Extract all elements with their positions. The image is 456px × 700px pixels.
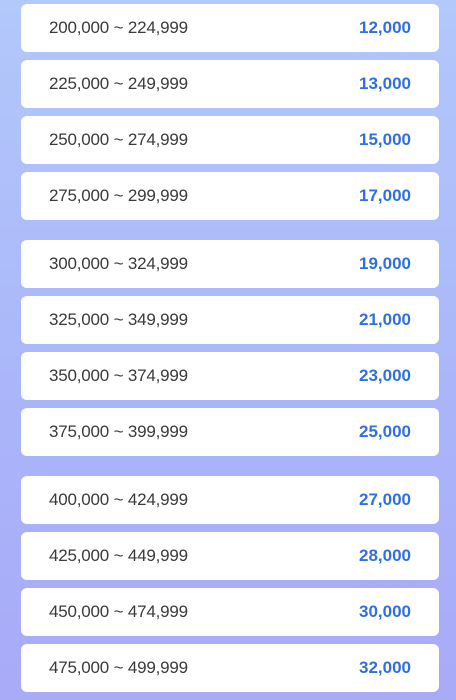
rate-row: 425,000 ~ 449,999 28,000 (21, 532, 439, 580)
amount-value: 15,000 (359, 130, 411, 149)
rate-row: 250,000 ~ 274,999 15,000 (21, 116, 439, 164)
rate-row: 325,000 ~ 349,999 21,000 (21, 296, 439, 344)
rate-row: 300,000 ~ 324,999 19,000 (21, 240, 439, 288)
amount-value: 17,000 (359, 186, 411, 205)
amount-value: 32,000 (359, 658, 411, 677)
rate-row: 375,000 ~ 399,999 25,000 (21, 408, 439, 456)
range-label: 425,000 ~ 449,999 (49, 546, 188, 565)
rate-group-300k: 300,000 ~ 324,999 19,000 325,000 ~ 349,9… (21, 240, 439, 456)
range-label: 400,000 ~ 424,999 (49, 490, 188, 509)
amount-value: 12,000 (359, 18, 411, 37)
rate-row: 225,000 ~ 249,999 13,000 (21, 60, 439, 108)
range-label: 275,000 ~ 299,999 (49, 186, 188, 205)
range-label: 250,000 ~ 274,999 (49, 130, 188, 149)
rate-row: 400,000 ~ 424,999 27,000 (21, 476, 439, 524)
amount-value: 23,000 (359, 366, 411, 385)
rate-row: 275,000 ~ 299,999 17,000 (21, 172, 439, 220)
rate-row: 200,000 ~ 224,999 12,000 (21, 4, 439, 52)
amount-value: 25,000 (359, 422, 411, 441)
rate-group-400k: 400,000 ~ 424,999 27,000 425,000 ~ 449,9… (21, 476, 439, 692)
amount-value: 27,000 (359, 490, 411, 509)
rate-row: 475,000 ~ 499,999 32,000 (21, 644, 439, 692)
range-label: 450,000 ~ 474,999 (49, 602, 188, 621)
range-label: 325,000 ~ 349,999 (49, 310, 188, 329)
rate-row: 350,000 ~ 374,999 23,000 (21, 352, 439, 400)
range-label: 200,000 ~ 224,999 (49, 18, 188, 37)
amount-value: 19,000 (359, 254, 411, 273)
range-label: 350,000 ~ 374,999 (49, 366, 188, 385)
range-label: 300,000 ~ 324,999 (49, 254, 188, 273)
range-label: 225,000 ~ 249,999 (49, 74, 188, 93)
rate-row: 450,000 ~ 474,999 30,000 (21, 588, 439, 636)
range-label: 375,000 ~ 399,999 (49, 422, 188, 441)
amount-value: 21,000 (359, 310, 411, 329)
amount-value: 28,000 (359, 546, 411, 565)
range-label: 475,000 ~ 499,999 (49, 658, 188, 677)
amount-value: 30,000 (359, 602, 411, 621)
amount-value: 13,000 (359, 74, 411, 93)
rate-group-200k: 200,000 ~ 224,999 12,000 225,000 ~ 249,9… (21, 4, 439, 220)
